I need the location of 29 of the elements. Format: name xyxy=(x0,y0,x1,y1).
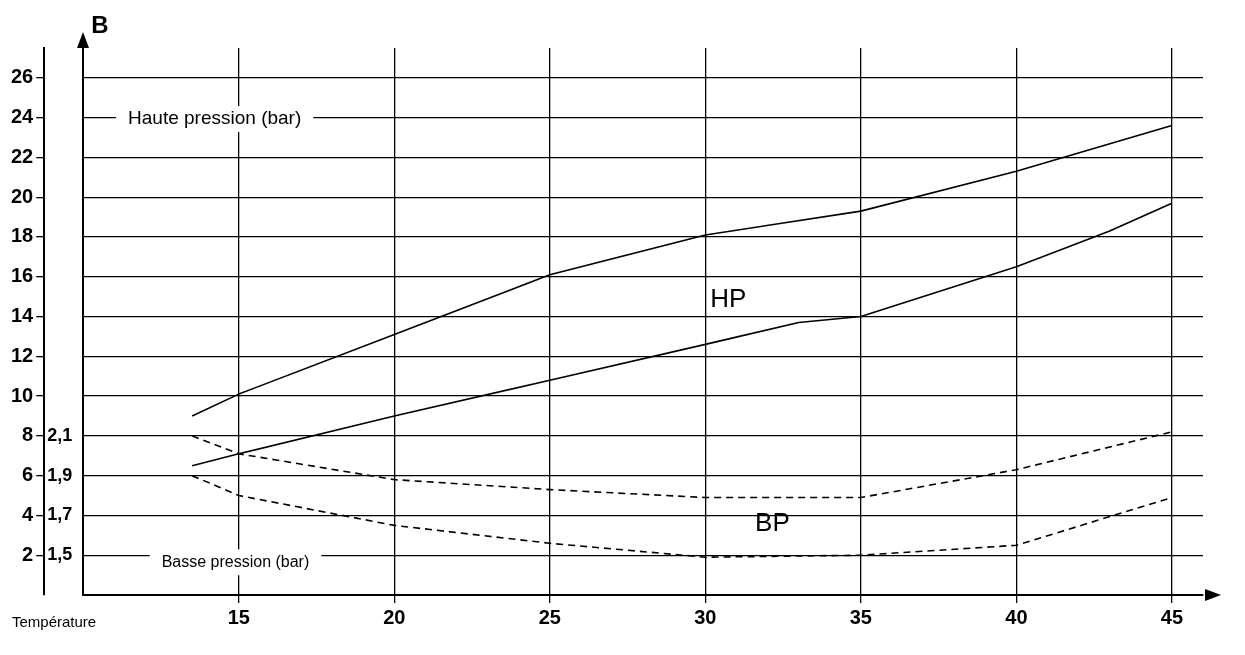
x-tick-label: 15 xyxy=(227,605,250,628)
x-tick-label: 20 xyxy=(383,605,406,628)
x-axis-title: Température xyxy=(12,613,97,631)
annotation: HP xyxy=(710,282,747,313)
y-tick-label: 22 xyxy=(11,144,34,167)
x-tick-label: 40 xyxy=(1005,605,1028,628)
y2-tick-label: 1,9 xyxy=(47,464,73,485)
y-tick-label: 10 xyxy=(11,383,34,406)
x-tick-label: 35 xyxy=(849,605,872,628)
y-tick-label: 8 xyxy=(22,423,34,446)
chart-title: B xyxy=(91,10,109,38)
annotation: Basse pression (bar) xyxy=(161,552,310,570)
y-tick-label: 2 xyxy=(22,542,34,565)
y-tick-label: 16 xyxy=(11,264,34,287)
annotation: Haute pression (bar) xyxy=(128,107,302,129)
x-tick-label: 30 xyxy=(694,605,717,628)
x-tick-label: 25 xyxy=(538,605,561,628)
x-tick-label: 45 xyxy=(1160,605,1184,628)
y2-tick-label: 2,1 xyxy=(47,424,73,445)
y-tick-label: 26 xyxy=(11,65,34,88)
y-tick-label: 14 xyxy=(11,304,35,327)
y-tick-label: 18 xyxy=(11,224,34,247)
y-tick-label: 12 xyxy=(11,343,34,366)
y-tick-label: 6 xyxy=(22,463,34,486)
y2-tick-label: 1,5 xyxy=(47,544,73,565)
y2-tick-label: 1,7 xyxy=(47,504,73,525)
y-tick-label: 4 xyxy=(22,502,35,525)
y-tick-label: 24 xyxy=(11,105,35,128)
y-tick-label: 20 xyxy=(11,184,34,207)
